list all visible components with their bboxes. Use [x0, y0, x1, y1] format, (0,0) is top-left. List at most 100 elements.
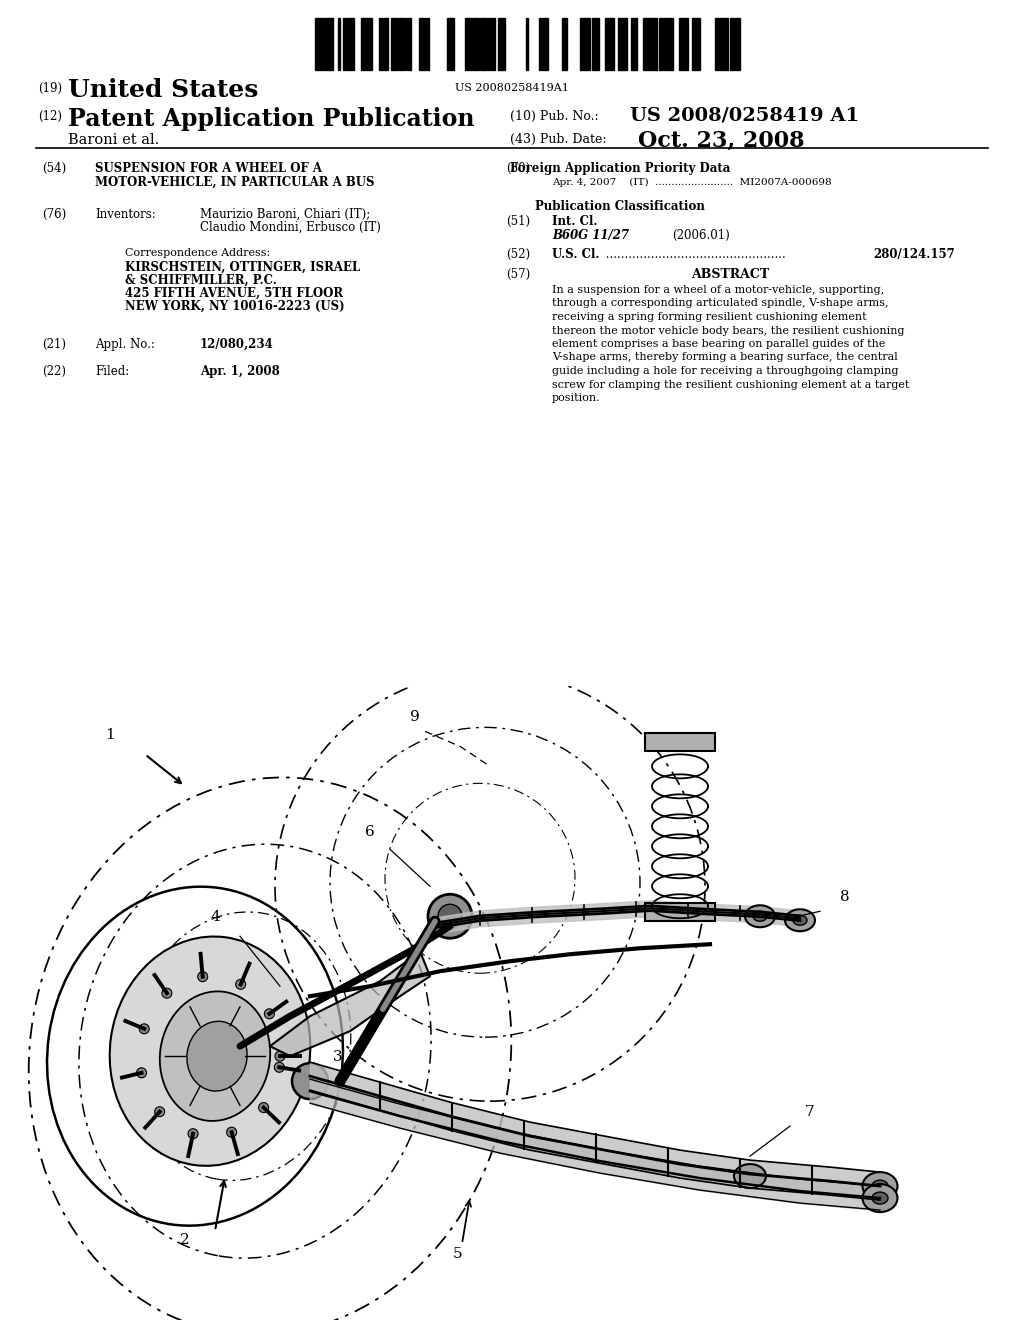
Bar: [480, 18, 482, 70]
Text: US 2008/0258419 A1: US 2008/0258419 A1: [630, 107, 859, 125]
Bar: [605, 18, 613, 70]
Text: 6: 6: [366, 825, 375, 840]
Bar: [648, 18, 650, 70]
Text: Apr. 4, 2007    (IT)  ........................  MI2007A-000698: Apr. 4, 2007 (IT) ......................…: [552, 178, 831, 187]
Text: Int. Cl.: Int. Cl.: [552, 215, 597, 228]
Polygon shape: [270, 952, 430, 1056]
Bar: [488, 18, 490, 70]
Bar: [667, 18, 671, 70]
Ellipse shape: [734, 1164, 766, 1188]
Text: 12/080,234: 12/080,234: [200, 338, 273, 351]
Circle shape: [275, 1051, 285, 1061]
Text: SUSPENSION FOR A WHEEL OF A: SUSPENSION FOR A WHEEL OF A: [95, 162, 322, 176]
Text: guide including a hole for receiving a throughgoing clamping: guide including a hole for receiving a t…: [552, 366, 898, 376]
Text: Correspondence Address:: Correspondence Address:: [125, 248, 270, 257]
Text: Publication Classification: Publication Classification: [536, 201, 705, 213]
Bar: [542, 18, 548, 70]
Text: Filed:: Filed:: [95, 366, 129, 378]
Bar: [450, 18, 455, 70]
Bar: [465, 18, 472, 70]
Ellipse shape: [785, 909, 815, 931]
Text: thereon the motor vehicle body bears, the resilient cushioning: thereon the motor vehicle body bears, th…: [552, 326, 904, 335]
Bar: [407, 18, 411, 70]
Bar: [494, 18, 496, 70]
Bar: [399, 18, 403, 70]
Text: Patent Application Publication: Patent Application Publication: [68, 107, 474, 131]
Text: Foreign Application Priority Data: Foreign Application Priority Data: [510, 162, 730, 176]
Circle shape: [438, 904, 462, 928]
Text: United States: United States: [68, 78, 258, 102]
Text: 425 FIFTH AVENUE, 5TH FLOOR: 425 FIFTH AVENUE, 5TH FLOOR: [125, 286, 343, 300]
Text: Maurizio Baroni, Chiari (IT);: Maurizio Baroni, Chiari (IT);: [200, 209, 371, 220]
Bar: [580, 18, 582, 70]
Bar: [420, 18, 422, 70]
Text: (10) Pub. No.:: (10) Pub. No.:: [510, 110, 599, 123]
Text: NEW YORK, NY 10016-2223 (US): NEW YORK, NY 10016-2223 (US): [125, 300, 345, 313]
Text: (12): (12): [38, 110, 62, 123]
Text: ABSTRACT: ABSTRACT: [691, 268, 769, 281]
Bar: [658, 18, 660, 70]
Text: 8: 8: [840, 890, 850, 904]
Bar: [422, 18, 426, 70]
Circle shape: [236, 979, 246, 989]
Circle shape: [136, 1068, 146, 1078]
Text: (54): (54): [42, 162, 67, 176]
Bar: [737, 18, 739, 70]
Circle shape: [259, 1102, 268, 1113]
Bar: [427, 18, 429, 70]
Circle shape: [155, 1106, 165, 1117]
Bar: [326, 18, 330, 70]
Text: ................................................: ........................................…: [602, 248, 785, 261]
Text: US 20080258419A1: US 20080258419A1: [455, 83, 569, 92]
Bar: [720, 18, 728, 70]
Text: Inventors:: Inventors:: [95, 209, 156, 220]
Text: (52): (52): [506, 248, 530, 261]
Bar: [643, 18, 647, 70]
Text: (43) Pub. Date:: (43) Pub. Date:: [510, 133, 606, 147]
Text: screw for clamping the resilient cushioning element at a target: screw for clamping the resilient cushion…: [552, 380, 909, 389]
Bar: [483, 18, 487, 70]
Circle shape: [428, 894, 472, 939]
Bar: [346, 18, 354, 70]
Text: position.: position.: [552, 393, 601, 403]
Text: Appl. No.:: Appl. No.:: [95, 338, 155, 351]
Text: (2006.01): (2006.01): [672, 228, 730, 242]
Bar: [331, 18, 333, 70]
Bar: [391, 18, 398, 70]
Bar: [386, 18, 388, 70]
Bar: [539, 18, 541, 70]
Ellipse shape: [862, 1184, 897, 1212]
Text: MOTOR-VEHICLE, IN PARTICULAR A BUS: MOTOR-VEHICLE, IN PARTICULAR A BUS: [95, 176, 375, 189]
Text: (76): (76): [42, 209, 67, 220]
Bar: [379, 18, 383, 70]
Bar: [717, 18, 719, 70]
Bar: [679, 18, 687, 70]
Bar: [593, 18, 599, 70]
Text: 9: 9: [411, 710, 420, 725]
Text: In a suspension for a wheel of a motor-vehicle, supporting,: In a suspension for a wheel of a motor-v…: [552, 285, 884, 294]
Text: Oct. 23, 2008: Oct. 23, 2008: [638, 129, 805, 152]
Ellipse shape: [793, 915, 807, 925]
Ellipse shape: [862, 1172, 897, 1200]
Text: Apr. 1, 2008: Apr. 1, 2008: [200, 366, 280, 378]
Text: element comprises a base bearing on parallel guides of the: element comprises a base bearing on para…: [552, 339, 886, 348]
Bar: [473, 18, 479, 70]
Text: & SCHIFFMILLER, P.C.: & SCHIFFMILLER, P.C.: [125, 275, 276, 286]
Bar: [617, 18, 627, 70]
Ellipse shape: [187, 1022, 247, 1092]
Text: 5: 5: [454, 1247, 463, 1261]
Text: 4: 4: [210, 911, 220, 924]
Circle shape: [198, 972, 208, 982]
Bar: [691, 18, 700, 70]
Ellipse shape: [872, 1180, 888, 1192]
Text: KIRSCHSTEIN, OTTINGER, ISRAEL: KIRSCHSTEIN, OTTINGER, ISRAEL: [125, 261, 360, 275]
Text: 7: 7: [805, 1105, 815, 1119]
Circle shape: [264, 1008, 274, 1019]
Text: (19): (19): [38, 82, 62, 95]
Bar: [583, 18, 587, 70]
Text: 3: 3: [333, 1051, 343, 1064]
Text: U.S. Cl.: U.S. Cl.: [552, 248, 599, 261]
Bar: [735, 18, 737, 70]
Circle shape: [292, 1063, 328, 1100]
Bar: [343, 18, 345, 70]
